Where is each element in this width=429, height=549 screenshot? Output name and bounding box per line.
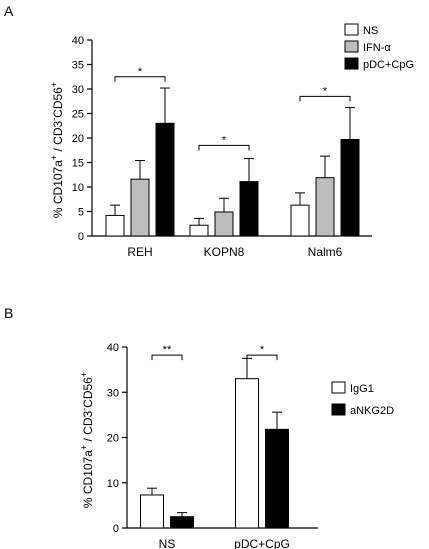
chart-a-bar-0-1 (130, 178, 150, 237)
chart-a-bar-1-2 (239, 181, 259, 237)
chart-a-ytick-label-0: 0 (78, 231, 84, 243)
chart-a-sig-bracket-2 (299, 95, 351, 102)
chart-b-ytick-label-0: 0 (113, 523, 119, 535)
chart-a-ytick-label-7: 35 (72, 60, 84, 72)
chart-a-legend-swatch-1 (344, 40, 359, 53)
chart-b-sig-bracket-0 (151, 354, 183, 361)
chart-b-ytick-label-2: 20 (107, 433, 119, 445)
chart-b-bar-0-1 (170, 516, 194, 529)
chart-b-bar-1-1 (265, 428, 289, 529)
chart-a-ytick-label-3: 15 (72, 158, 84, 170)
chart-b-category-label-0: NS (159, 537, 176, 549)
chart-a-ytick-label-1: 5 (78, 207, 84, 219)
chart-b-ytick-label-3: 30 (107, 387, 119, 399)
chart-b-ytick-label-1: 10 (107, 478, 119, 490)
chart-a-bar-0-2 (155, 122, 175, 237)
chart-a-ytick-label-4: 20 (72, 133, 84, 145)
chart-a-legend-label-0: NS (363, 25, 378, 37)
chart-a-ytick-label-8: 40 (72, 35, 84, 47)
chart-a-bar-1-0 (189, 224, 209, 237)
chart-a-ytick-label-5: 25 (72, 109, 84, 121)
chart-a-bar-2-2 (340, 138, 360, 237)
chart-b-bar-1-0 (235, 378, 259, 529)
chart-a-category-label-2: Nalm6 (308, 245, 343, 259)
chart-a-bar-0-0 (105, 214, 125, 237)
chart-b-legend-label-0: IgG1 (350, 383, 374, 395)
chart-a-ylabel: % CD107a+ / CD3-CD56+ (49, 82, 65, 218)
chart-b-ytick-label-4: 40 (107, 342, 119, 354)
chart-a-sig-label-2: * (323, 85, 328, 97)
chart-b-category-label-1: pDC+CpG (234, 537, 290, 549)
chart-b-sig-label-0: ** (163, 344, 172, 356)
chart-b-legend-swatch-1 (331, 403, 346, 416)
chart-a-bar-2-1 (315, 177, 335, 237)
chart-b-bar-0-0 (140, 494, 164, 529)
chart-a-category-label-1: KOPN8 (204, 245, 245, 259)
chart-b-ylabel: % CD107a+ / CD3-CD56+ (79, 372, 95, 508)
chart-a-ytick-label-2: 10 (72, 182, 84, 194)
chart-b-sig-label-1: * (260, 344, 265, 356)
chart-a-legend-swatch-0 (344, 23, 359, 36)
chart-a-ytick-label-6: 30 (72, 84, 84, 96)
chart-b-legend-swatch-0 (331, 381, 346, 394)
chart-b-legend-label-1: aNKG2D (350, 405, 394, 417)
chart-a-category-label-0: REH (127, 245, 152, 259)
chart-a-legend-label-2: pDC+CpG (363, 59, 414, 71)
chart-a-legend-label-1: IFN-α (363, 42, 391, 54)
chart-a-sig-label-0: * (138, 66, 143, 78)
chart-a-sig-bracket-0 (114, 76, 166, 82)
panel-a-label: A (4, 3, 14, 19)
panel-b-label: B (4, 305, 13, 321)
chart-a-bar-2-0 (290, 204, 310, 237)
chart-b-sig-bracket-1 (246, 354, 278, 361)
chart-a-sig-label-1: * (222, 134, 227, 146)
chart-a: 0 5 10 15 20 25 30 35 40 REH KOPN8 Nalm6 * * * NS IFN-α p… (72, 23, 414, 259)
chart-a-bar-1-1 (214, 211, 234, 237)
chart-a-legend-swatch-2 (344, 57, 359, 70)
chart-a-sig-bracket-1 (198, 144, 250, 151)
